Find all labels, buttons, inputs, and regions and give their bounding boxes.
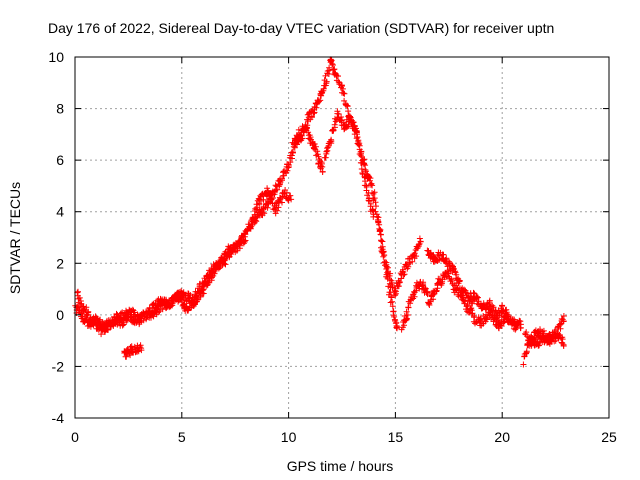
data-track (469, 305, 519, 332)
x-tick-label: 20 (494, 429, 510, 445)
y-tick-label: 2 (56, 255, 64, 271)
data-track (398, 268, 474, 333)
axis-ticks: 0 5 10 15 20 25 -4 -2 0 2 4 6 8 10 (48, 49, 617, 445)
y-tick-label: 10 (48, 49, 64, 65)
data-track (72, 56, 401, 335)
chart-title: Day 176 of 2022, Sidereal Day-to-day VTE… (48, 20, 554, 36)
y-tick-label: -2 (52, 358, 65, 374)
data-track (375, 218, 399, 299)
x-tick-label: 10 (281, 429, 297, 445)
y-tick-label: 4 (56, 204, 64, 220)
data-track (146, 231, 249, 321)
y-tick-label: 8 (56, 101, 64, 117)
y-tick-label: 0 (56, 307, 64, 323)
data-track (321, 108, 377, 220)
x-axis-label: GPS time / hours (287, 458, 394, 474)
y-tick-label: 6 (56, 152, 64, 168)
y-tick-label: -4 (52, 410, 65, 426)
data-track (392, 235, 424, 298)
x-tick-label: 5 (178, 429, 186, 445)
data-points (72, 56, 567, 368)
data-track (74, 288, 147, 338)
data-track (121, 342, 145, 360)
x-tick-label: 25 (601, 429, 617, 445)
plot-frame (74, 56, 610, 419)
x-tick-label: 0 (71, 429, 79, 445)
data-track (289, 121, 326, 175)
data-track (424, 247, 476, 314)
y-axis-label: SDTVAR / TECUs (7, 182, 23, 294)
data-track (522, 313, 567, 349)
grid (75, 57, 609, 418)
data-track (247, 185, 295, 231)
x-tick-label: 15 (388, 429, 404, 445)
